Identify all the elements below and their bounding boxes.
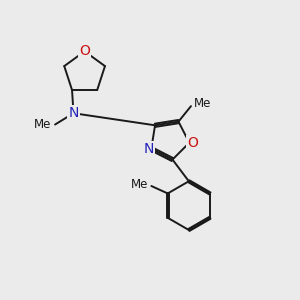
Text: Me: Me bbox=[194, 97, 211, 110]
Text: Me: Me bbox=[131, 178, 148, 191]
Text: Me: Me bbox=[34, 118, 52, 131]
Text: O: O bbox=[79, 44, 90, 58]
Text: O: O bbox=[187, 136, 198, 150]
Text: N: N bbox=[144, 142, 154, 156]
Text: N: N bbox=[68, 106, 79, 120]
